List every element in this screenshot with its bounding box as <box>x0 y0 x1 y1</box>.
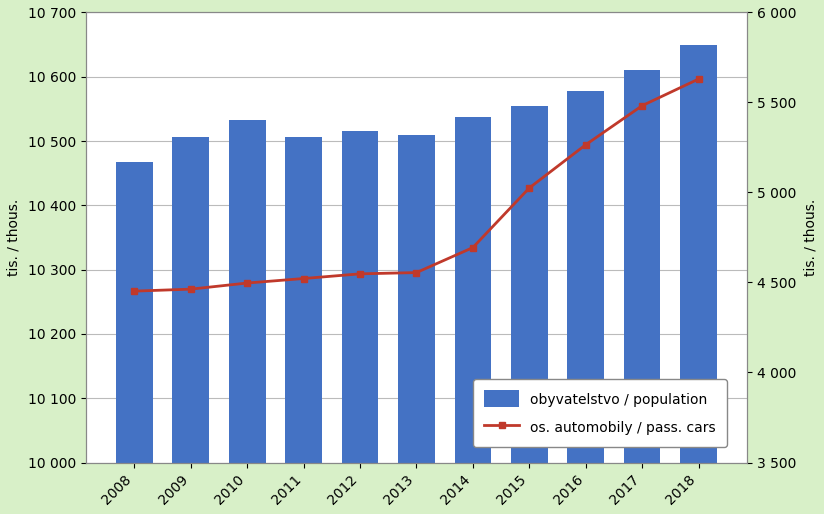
Bar <box>172 137 209 463</box>
Bar <box>398 135 435 463</box>
os. automobily / pass. cars <box>637 103 647 109</box>
os. automobily / pass. cars <box>581 142 591 148</box>
os. automobily / pass. cars <box>524 185 534 191</box>
Legend: obyvatelstvo / population, os. automobily / pass. cars: obyvatelstvo / population, os. automobil… <box>473 379 727 447</box>
Bar <box>511 106 548 463</box>
os. automobily / pass. cars <box>129 288 139 294</box>
Bar <box>624 70 660 463</box>
os. automobily / pass. cars <box>411 269 421 276</box>
os. automobily / pass. cars <box>468 245 478 251</box>
Y-axis label: tis. / thous.: tis. / thous. <box>803 199 817 276</box>
Bar <box>285 137 322 463</box>
os. automobily / pass. cars <box>242 280 252 286</box>
os. automobily / pass. cars <box>355 271 365 277</box>
Bar <box>455 117 491 463</box>
Bar <box>568 91 604 463</box>
os. automobily / pass. cars <box>298 276 308 282</box>
Bar <box>680 45 717 463</box>
os. automobily / pass. cars <box>694 76 704 82</box>
Bar <box>342 131 378 463</box>
Bar <box>229 120 265 463</box>
os. automobily / pass. cars <box>186 286 196 292</box>
Y-axis label: tis. / thous.: tis. / thous. <box>7 199 21 276</box>
Bar <box>116 161 152 463</box>
Line: os. automobily / pass. cars: os. automobily / pass. cars <box>131 76 702 295</box>
